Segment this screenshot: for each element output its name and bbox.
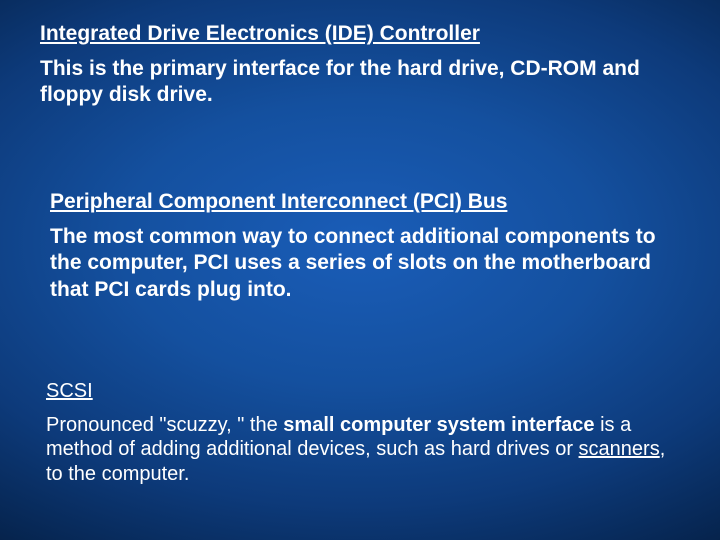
section-scsi: SCSI Pronounced "scuzzy, " the small com…: [46, 380, 676, 486]
heading-pci: Peripheral Component Interconnect (PCI) …: [50, 190, 670, 214]
body-ide: This is the primary interface for the ha…: [40, 56, 680, 109]
section-ide: Integrated Drive Electronics (IDE) Contr…: [40, 22, 680, 109]
heading-scsi: SCSI: [46, 380, 676, 403]
scsi-prefix: Pronounced "scuzzy, " the: [46, 414, 283, 436]
scsi-underline: scanners: [579, 438, 660, 460]
body-scsi: Pronounced "scuzzy, " the small computer…: [46, 413, 676, 486]
section-pci: Peripheral Component Interconnect (PCI) …: [50, 190, 670, 303]
heading-ide: Integrated Drive Electronics (IDE) Contr…: [40, 22, 680, 46]
body-pci: The most common way to connect additiona…: [50, 224, 670, 303]
slide: Integrated Drive Electronics (IDE) Contr…: [0, 0, 720, 540]
scsi-bold: small computer system interface: [283, 414, 594, 436]
